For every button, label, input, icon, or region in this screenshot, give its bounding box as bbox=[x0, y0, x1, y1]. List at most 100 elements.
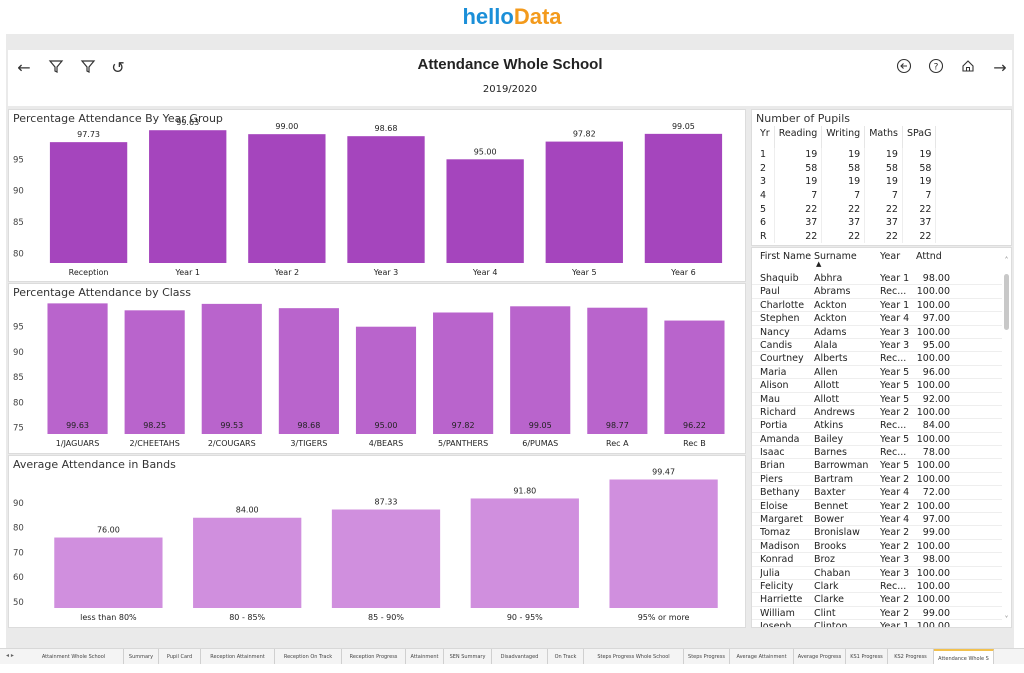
tab[interactable]: Reception Attainment bbox=[201, 649, 275, 664]
list-item[interactable]: Madison Brooks Year 2 100.00 bbox=[752, 540, 1002, 554]
year: Year 5 bbox=[880, 393, 910, 405]
list-item[interactable]: Margaret Bower Year 4 97.00 bbox=[752, 513, 1002, 527]
data-label: 99.47 bbox=[652, 467, 675, 476]
bar bbox=[149, 130, 227, 263]
data-label: 87.33 bbox=[375, 498, 398, 507]
attendance: 92.00 bbox=[922, 393, 950, 405]
list-item[interactable]: Courtney Alberts Rec... 100.00 bbox=[752, 352, 1002, 366]
tab[interactable]: Reception Progress bbox=[342, 649, 406, 664]
year: Year 1 bbox=[880, 299, 910, 311]
list-item[interactable]: Bethany Baxter Year 4 72.00 bbox=[752, 486, 1002, 500]
table-cell: 22 bbox=[864, 202, 903, 216]
number-of-pupils-panel: Number of Pupils Yr Reading Writing Math… bbox=[751, 109, 1012, 246]
list-item[interactable]: Maria Allen Year 5 96.00 bbox=[752, 366, 1002, 380]
column-header-year[interactable]: Year bbox=[880, 251, 901, 262]
list-item[interactable]: Candis Alala Year 3 95.00 bbox=[752, 339, 1002, 353]
list-item[interactable]: Portia Atkins Rec... 84.00 bbox=[752, 419, 1002, 433]
column-header-attnd[interactable]: Attnd bbox=[916, 251, 942, 262]
list-item[interactable]: William Clint Year 2 99.00 bbox=[752, 607, 1002, 621]
attendance: 100.00 bbox=[916, 326, 950, 338]
list-item[interactable]: Mau Allott Year 5 92.00 bbox=[752, 393, 1002, 406]
year: Year 2 bbox=[880, 527, 910, 539]
list-item[interactable]: Brian Barrowman Year 5 100.00 bbox=[752, 459, 1002, 473]
bar bbox=[201, 303, 262, 434]
tab[interactable]: Disadvantaged bbox=[492, 649, 548, 664]
list-item[interactable]: Richard Andrews Year 2 100.00 bbox=[752, 406, 1002, 420]
list-item[interactable]: Nancy Adams Year 3 100.00 bbox=[752, 326, 1002, 339]
list-item[interactable]: Joseph Clinton Year 1 100.00 bbox=[752, 620, 1002, 627]
table-cell: 6 bbox=[756, 215, 775, 230]
y-tick-label: 90 bbox=[13, 187, 24, 197]
first-name: Piers bbox=[760, 473, 783, 485]
attendance: 98.00 bbox=[922, 554, 950, 566]
list-item[interactable]: Julia Chaban Year 3 100.00 bbox=[752, 567, 1002, 580]
table-cell: 5 bbox=[756, 202, 775, 216]
column-header[interactable]: Writing bbox=[821, 126, 866, 148]
surname: Bennet bbox=[814, 500, 848, 512]
table-cell: 37 bbox=[821, 215, 866, 230]
first-name: Paul bbox=[760, 286, 780, 298]
filter-icon[interactable] bbox=[46, 58, 66, 78]
list-item[interactable]: Paul Abrams Rec... 100.00 bbox=[752, 285, 1002, 299]
y-tick-label: 80 bbox=[13, 524, 24, 534]
x-tick-label: Rec A bbox=[606, 439, 629, 448]
list-item[interactable]: Harriette Clarke Year 2 100.00 bbox=[752, 593, 1002, 607]
back-arrow-icon[interactable]: ← bbox=[17, 58, 31, 77]
vertical-scrollbar[interactable]: ˄ ˅ bbox=[1002, 256, 1011, 624]
year: Rec... bbox=[880, 286, 907, 298]
column-header[interactable]: Reading bbox=[774, 126, 823, 148]
list-item[interactable]: Isaac Barnes Rec... 78.00 bbox=[752, 446, 1002, 460]
tab[interactable]: SEN Summary bbox=[444, 649, 492, 664]
attendance: 100.00 bbox=[916, 473, 950, 485]
tab[interactable]: Reception On Track bbox=[275, 649, 342, 664]
filter-icon[interactable] bbox=[78, 58, 98, 78]
tab[interactable]: Pupil Card bbox=[159, 649, 201, 664]
scrollbar-thumb[interactable] bbox=[1004, 274, 1009, 330]
table-cell: 19 bbox=[864, 148, 903, 162]
column-header[interactable]: Maths bbox=[864, 126, 903, 148]
scroll-down-icon[interactable]: ˅ bbox=[1004, 615, 1009, 624]
first-name: Bethany bbox=[760, 487, 800, 499]
help-icon[interactable]: ? bbox=[926, 58, 946, 78]
tab[interactable]: Average Attainment bbox=[730, 649, 794, 664]
column-header[interactable]: SPaG bbox=[902, 126, 937, 148]
list-item[interactable]: Konrad Broz Year 3 98.00 bbox=[752, 553, 1002, 567]
chart-title: Average Attendance in Bands bbox=[13, 458, 176, 471]
tab[interactable]: Attainment Whole School bbox=[24, 649, 124, 664]
list-item[interactable]: Alison Allott Year 5 100.00 bbox=[752, 379, 1002, 393]
year: Year 4 bbox=[880, 487, 910, 499]
forward-arrow-icon[interactable]: → bbox=[993, 58, 1007, 77]
list-item[interactable]: Tomaz Bronislaw Year 2 99.00 bbox=[752, 526, 1002, 540]
attendance: 100.00 bbox=[916, 500, 950, 512]
tab-nav-arrows[interactable]: ◂ ▸ bbox=[6, 652, 14, 659]
scroll-up-icon[interactable]: ˄ bbox=[1004, 256, 1009, 265]
column-header-surname[interactable]: Surname bbox=[814, 251, 857, 262]
tab[interactable]: Summary bbox=[124, 649, 159, 664]
list-item[interactable]: Piers Bartram Year 2 100.00 bbox=[752, 473, 1002, 487]
column-header[interactable]: Yr bbox=[756, 126, 775, 148]
bar bbox=[609, 479, 718, 608]
first-name: Nancy bbox=[760, 326, 790, 338]
data-label: 98.25 bbox=[143, 421, 166, 430]
tab[interactable]: Average Progress bbox=[794, 649, 846, 664]
tab[interactable]: On Track bbox=[548, 649, 584, 664]
list-item[interactable]: Amanda Bailey Year 5 100.00 bbox=[752, 433, 1002, 447]
attendance: 84.00 bbox=[922, 420, 950, 432]
tab[interactable]: KS1 Progress bbox=[846, 649, 888, 664]
tab[interactable]: Attendance Whole S bbox=[934, 649, 994, 664]
column-header-first-name[interactable]: First Name bbox=[760, 251, 812, 262]
list-item[interactable]: Charlotte Ackton Year 1 100.00 bbox=[752, 299, 1002, 313]
back-circle-icon[interactable] bbox=[894, 58, 914, 78]
list-item[interactable]: Stephen Ackton Year 4 97.00 bbox=[752, 312, 1002, 326]
tab[interactable]: Attainment bbox=[406, 649, 444, 664]
reset-icon[interactable]: ↺ bbox=[111, 58, 125, 77]
y-tick-label: 95 bbox=[13, 155, 24, 165]
list-item[interactable]: Shaquib Abhra Year 1 98.00 bbox=[752, 272, 1002, 286]
tab[interactable]: Steps Progress Whole School bbox=[584, 649, 684, 664]
tab[interactable]: KS2 Progress bbox=[888, 649, 934, 664]
home-icon[interactable] bbox=[958, 58, 978, 78]
year: Year 4 bbox=[880, 514, 910, 526]
list-item[interactable]: Eloise Bennet Year 2 100.00 bbox=[752, 500, 1002, 514]
list-item[interactable]: Felicity Clark Rec... 100.00 bbox=[752, 580, 1002, 594]
tab[interactable]: Steps Progress bbox=[684, 649, 730, 664]
